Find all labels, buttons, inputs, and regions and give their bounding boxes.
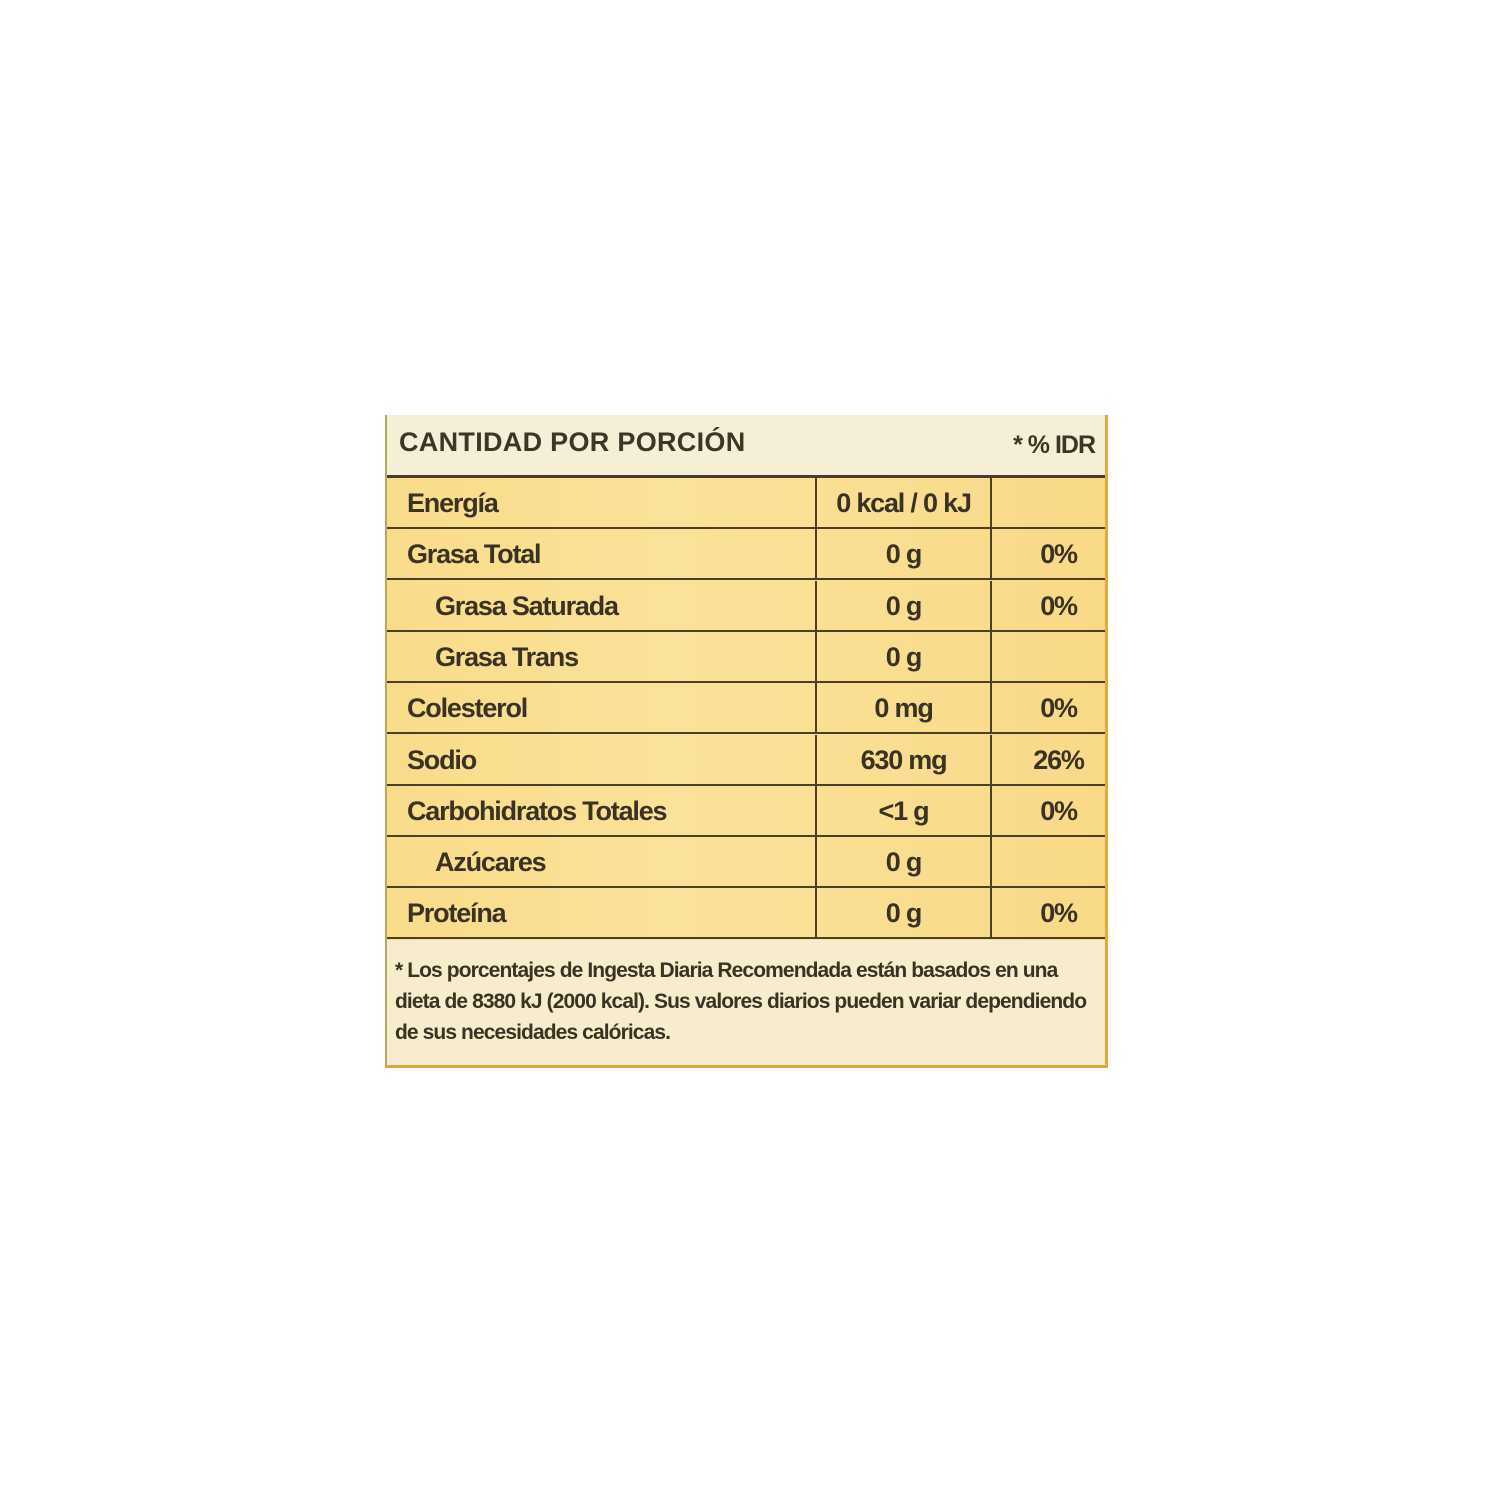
nutrient-idr: 0%: [1040, 539, 1078, 570]
nutrient-amount: 0 g: [817, 580, 992, 630]
nutrient-amount: 0 g: [817, 529, 992, 579]
table-row: Grasa Saturada 0 g 0%: [387, 580, 1105, 632]
nutrient-amount: 0 g: [817, 888, 992, 938]
table-row: Azúcares 0 g: [387, 837, 1107, 889]
nutrient-idr: 0%: [1040, 898, 1078, 929]
nutrient-idr: [992, 837, 1107, 886]
nutrient-amount: 0 kcal / 0 kJ: [817, 478, 992, 527]
nutrient-amount: 0 g: [817, 837, 992, 887]
nutrient-name: Grasa Total: [387, 529, 817, 579]
nutrient-amount: 630 mg: [817, 734, 992, 784]
nutrient-name: Grasa Saturada: [387, 580, 817, 630]
table-header: CANTIDAD POR PORCIÓN * % IDR: [387, 415, 1105, 478]
nutrient-name: Carbohidratos Totales: [387, 785, 817, 835]
nutrient-idr: [992, 632, 1107, 681]
nutrition-facts-panel: CANTIDAD POR PORCIÓN * % IDR Energía 0 kc…: [385, 415, 1108, 1068]
nutrient-name: Azúcares: [387, 837, 817, 887]
nutrition-table: Energía 0 kcal / 0 kJ Grasa Total 0 g 0% Gras…: [387, 478, 1105, 940]
nutrient-name: Colesterol: [387, 683, 817, 733]
table-row: Energía 0 kcal / 0 kJ: [387, 478, 1105, 529]
nutrient-name: Energía: [387, 478, 817, 527]
table-row: Colesterol 0 mg 0%: [387, 683, 1105, 735]
nutrient-amount: 0 g: [817, 631, 992, 681]
nutrient-idr: 0%: [1040, 795, 1078, 826]
idr-label: * % IDR: [1013, 431, 1096, 459]
nutrient-name: Sodio: [387, 734, 817, 784]
table-row: Proteína 0 g 0%: [387, 888, 1105, 940]
table-row: Grasa Trans 0 g: [387, 631, 1107, 683]
footnote: * Los porcentajes de Ingesta Diaria Reco…: [395, 959, 1087, 1044]
table-row: Grasa Total 0 g 0%: [387, 529, 1105, 581]
nutrient-idr: [992, 478, 1107, 527]
nutrient-idr: 0%: [1040, 693, 1078, 724]
table-row: Carbohidratos Totales <1 g 0%: [387, 785, 1105, 837]
table-row: Sodio 630 mg 26%: [387, 734, 1105, 786]
nutrient-amount: 0 mg: [817, 683, 992, 733]
nutrient-amount: <1 g: [817, 785, 992, 835]
nutrient-name: Grasa Trans: [387, 631, 817, 681]
nutrient-idr: 0%: [1040, 590, 1078, 621]
nutrient-idr: 26%: [1033, 744, 1085, 775]
nutrient-name: Proteína: [387, 888, 817, 938]
header-title: CANTIDAD POR PORCIÓN: [399, 427, 746, 457]
